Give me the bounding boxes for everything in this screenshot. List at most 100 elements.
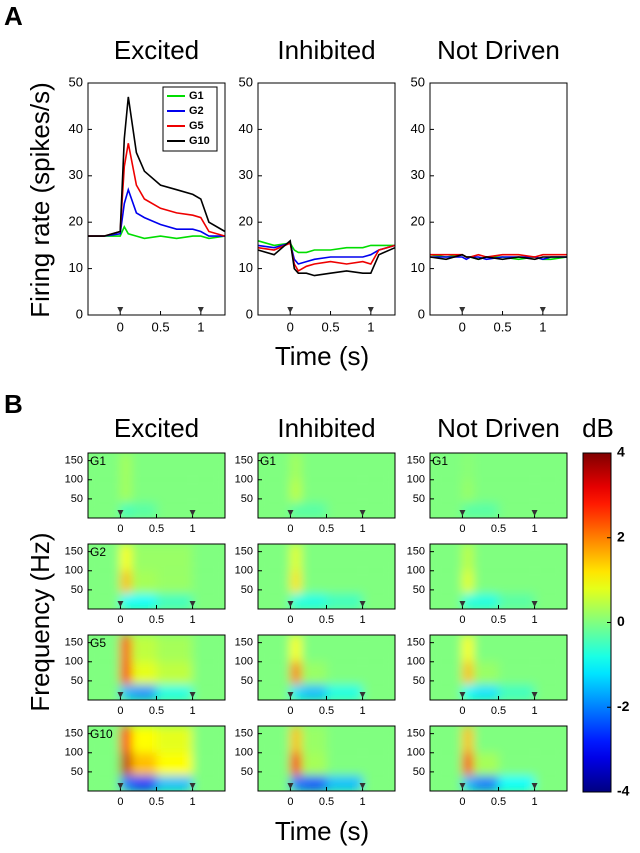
heatmap-cell <box>534 684 567 700</box>
heatmap-cell <box>462 570 474 594</box>
heatmap-cell <box>290 726 302 753</box>
y-tick-label: 100 <box>235 656 253 668</box>
y-tick-label: 100 <box>407 747 425 759</box>
y-tick-label: 0 <box>246 306 253 321</box>
legend-label: G2 <box>189 105 204 117</box>
heatmap-cell <box>473 453 499 480</box>
panel-label: A <box>4 1 23 31</box>
heatmap-cell <box>498 502 535 518</box>
x-tick-label: 0 <box>117 523 123 535</box>
heatmap-cell <box>192 453 225 480</box>
y-tick-label: 150 <box>407 455 425 467</box>
heatmap-cell <box>156 593 193 609</box>
heatmap-cell <box>192 775 225 791</box>
heatmap-cell <box>156 684 193 700</box>
chart-title: Inhibited <box>277 413 375 443</box>
heatmap-cell <box>88 544 121 571</box>
colorbar-tick-label: 2 <box>617 528 625 544</box>
heatmap-cell <box>290 502 302 518</box>
y-tick-label: 10 <box>411 260 425 275</box>
heatmap <box>88 726 225 791</box>
heatmap-cell <box>462 635 474 662</box>
event-marker <box>531 692 538 698</box>
heatmap-cell <box>192 661 225 685</box>
heatmap-cell <box>131 502 157 518</box>
y-tick-label: 0 <box>418 306 425 321</box>
heatmap-cell <box>430 593 463 609</box>
heatmap-cell <box>131 570 157 594</box>
row-label: G1 <box>432 454 448 468</box>
heatmap-cell <box>131 453 157 480</box>
y-tick-label: 150 <box>65 546 83 558</box>
heatmap-cell <box>301 502 327 518</box>
heatmap-cell <box>326 752 363 776</box>
heatmap-cell <box>301 593 327 609</box>
x-tick-label: 0 <box>117 319 124 334</box>
heatmap-cells <box>430 635 567 700</box>
heatmap-cell <box>498 775 535 791</box>
event-marker <box>117 510 124 516</box>
heatmap-cell <box>156 726 193 753</box>
plot-frame <box>429 82 568 316</box>
heatmap-cell <box>131 775 157 791</box>
y-tick-label: 50 <box>69 74 83 89</box>
x-tick-label: 0.5 <box>149 614 164 626</box>
y-tick-label: 20 <box>411 214 425 229</box>
event-marker <box>531 510 538 516</box>
heatmap-cell <box>258 726 291 753</box>
heatmap-cell <box>326 544 363 571</box>
plot-frame <box>429 725 568 792</box>
heatmap-cell <box>473 570 499 594</box>
heatmap-cell <box>534 453 567 480</box>
x-tick-label: 1 <box>359 614 365 626</box>
colorbar-tick-label: -2 <box>617 698 630 714</box>
y-tick-label: 100 <box>235 747 253 759</box>
colorbar <box>582 452 612 793</box>
heatmap-cell <box>156 502 193 518</box>
heatmap-cell <box>326 479 363 503</box>
y-tick-label: 100 <box>65 656 83 668</box>
heatmap-cell <box>131 479 157 503</box>
heatmap-cell <box>473 661 499 685</box>
x-tick-label: 0 <box>117 614 123 626</box>
heatmap-cell <box>120 635 132 662</box>
heatmap-cell <box>290 661 302 685</box>
heatmap-cell <box>192 502 225 518</box>
event-marker <box>287 307 294 313</box>
heatmap-cells <box>430 544 567 609</box>
heatmap-cell <box>430 752 463 776</box>
heatmap-cell <box>290 593 302 609</box>
row-label: G2 <box>90 545 106 559</box>
heatmap-cell <box>473 635 499 662</box>
x-tick-label: 0 <box>459 614 465 626</box>
heatmap-cell <box>473 479 499 503</box>
x-tick-label: 0.5 <box>319 705 334 717</box>
y-tick-label: 0 <box>76 306 83 321</box>
heatmap-cell <box>430 544 463 571</box>
heatmap-cell <box>88 752 121 776</box>
heatmap-cell <box>498 479 535 503</box>
heatmap-cell <box>301 775 327 791</box>
heatmap-cell <box>326 684 363 700</box>
heatmap-cell <box>156 635 193 662</box>
chart-title: Excited <box>114 35 199 65</box>
heatmap-cell <box>192 593 225 609</box>
x-tick-label: 0.5 <box>319 614 334 626</box>
heatmap-cell <box>88 593 121 609</box>
plot-frame <box>429 452 568 519</box>
heatmap-cell <box>534 726 567 753</box>
x-tick-label: 0.5 <box>149 523 164 535</box>
heatmap-cell <box>534 479 567 503</box>
event-marker <box>287 783 294 789</box>
heatmap-cell <box>88 775 121 791</box>
line-series <box>430 256 567 261</box>
heatmap-cell <box>326 570 363 594</box>
y-tick-label: 40 <box>239 121 253 136</box>
heatmap-cells <box>88 453 225 518</box>
heatmap-cell <box>88 684 121 700</box>
x-tick-label: 1 <box>189 796 195 808</box>
y-tick-label: 50 <box>241 675 253 687</box>
y-tick-label: 40 <box>69 121 83 136</box>
event-marker <box>189 692 196 698</box>
event-marker <box>459 783 466 789</box>
